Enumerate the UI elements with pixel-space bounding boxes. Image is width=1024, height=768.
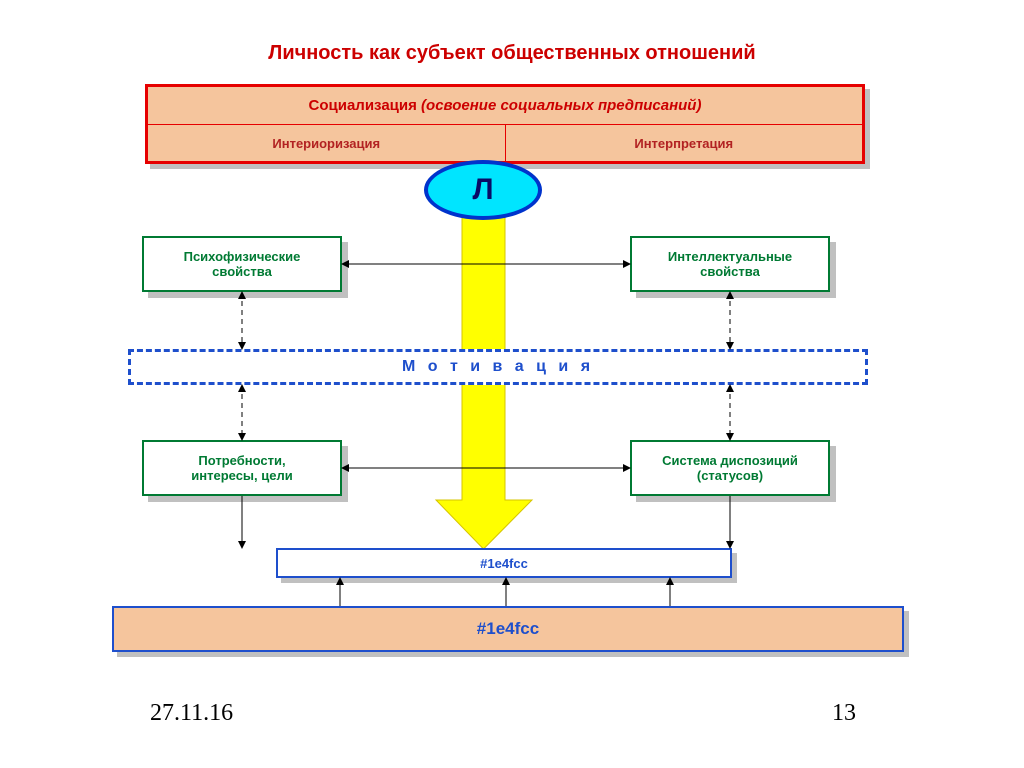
footer-page: 13 [832,700,856,727]
socialization-cell-left: Интериоризация [148,124,506,161]
node-intellect: Интеллектуальныесвойства [630,236,830,292]
socialization-header: Социализация (освоение социальных предпи… [148,87,862,124]
motivation-label: М о т и в а ц и я [402,358,594,376]
diagram-title: Личность как субъект общественных отноше… [0,42,1024,65]
society-box: #1e4fcc [112,606,904,652]
socialization-cell-right: Интерпретация [506,124,863,161]
socialization-box: Социализация (освоение социальных предпи… [145,84,865,164]
footer-date: 27.11.16 [150,700,233,727]
node-dispositions: Система диспозиций(статусов) [630,440,830,496]
node-psycho: Психофизическиесвойства [142,236,342,292]
motivation-box: М о т и в а ц и я [128,349,868,385]
personality-ellipse: Л [424,160,542,220]
node-needs: Потребности,интересы, цели [142,440,342,496]
values-box: #1e4fcc [276,548,732,578]
